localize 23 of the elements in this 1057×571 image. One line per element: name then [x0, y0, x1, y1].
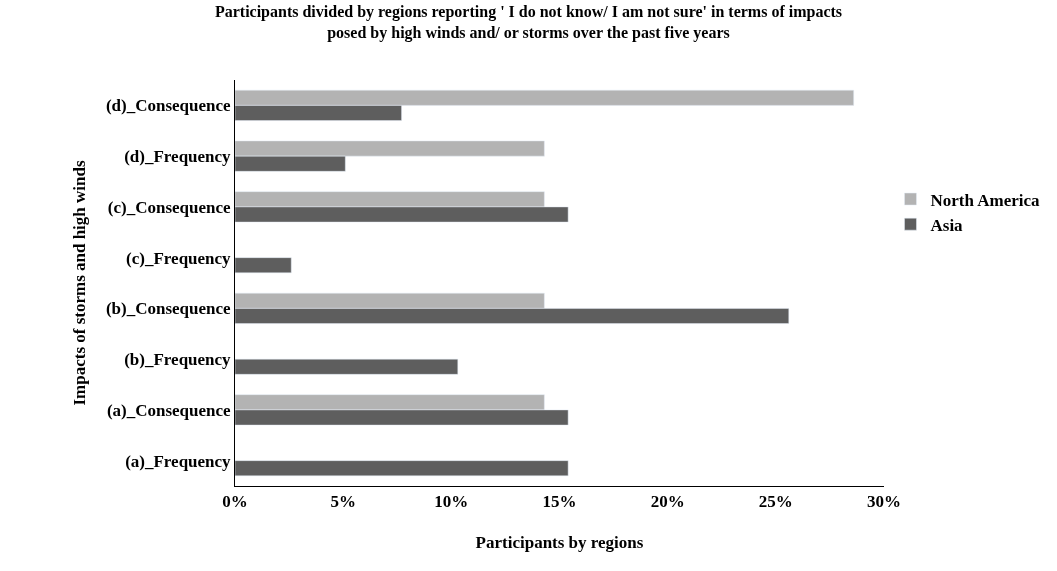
- y-tick-label: (d)_Consequence: [105, 96, 232, 116]
- x-tick-label: 15%: [542, 492, 577, 512]
- y-tick-label: (a)_Frequency: [125, 451, 232, 471]
- x-tick-label: 25%: [758, 492, 793, 512]
- y-tick-label: (b)_Consequence: [105, 299, 232, 319]
- x-tick-label: 5%: [330, 492, 356, 512]
- y-tick-label: (a)_Consequence: [106, 400, 232, 420]
- y-tick-label: (d)_Frequency: [124, 147, 232, 167]
- x-tick-label: 0%: [222, 492, 248, 512]
- y-tick-label: (c)_Consequence: [107, 197, 232, 217]
- x-tick-label: 20%: [650, 492, 685, 512]
- x-axis-title: Participants by regions: [475, 532, 644, 552]
- y-tick-label: (b)_Frequency: [124, 350, 232, 370]
- legend-label: North America: [930, 190, 1041, 210]
- bar: [235, 460, 569, 477]
- y-tick-label: (c)_Frequency: [126, 248, 232, 268]
- chart-title: Participants divided by regions reporting ' I do not know/ I am not sure' in terms of impacts posed by high winds and/ or storms over the past five years: [214, 3, 843, 42]
- x-tick-label: 10%: [434, 492, 469, 512]
- bar: [235, 358, 459, 375]
- legend-label: Asia: [930, 215, 964, 235]
- y-axis-title: Impacts of storms and high winds: [70, 160, 90, 406]
- bar: [235, 257, 292, 274]
- x-tick-label: 30%: [867, 492, 901, 512]
